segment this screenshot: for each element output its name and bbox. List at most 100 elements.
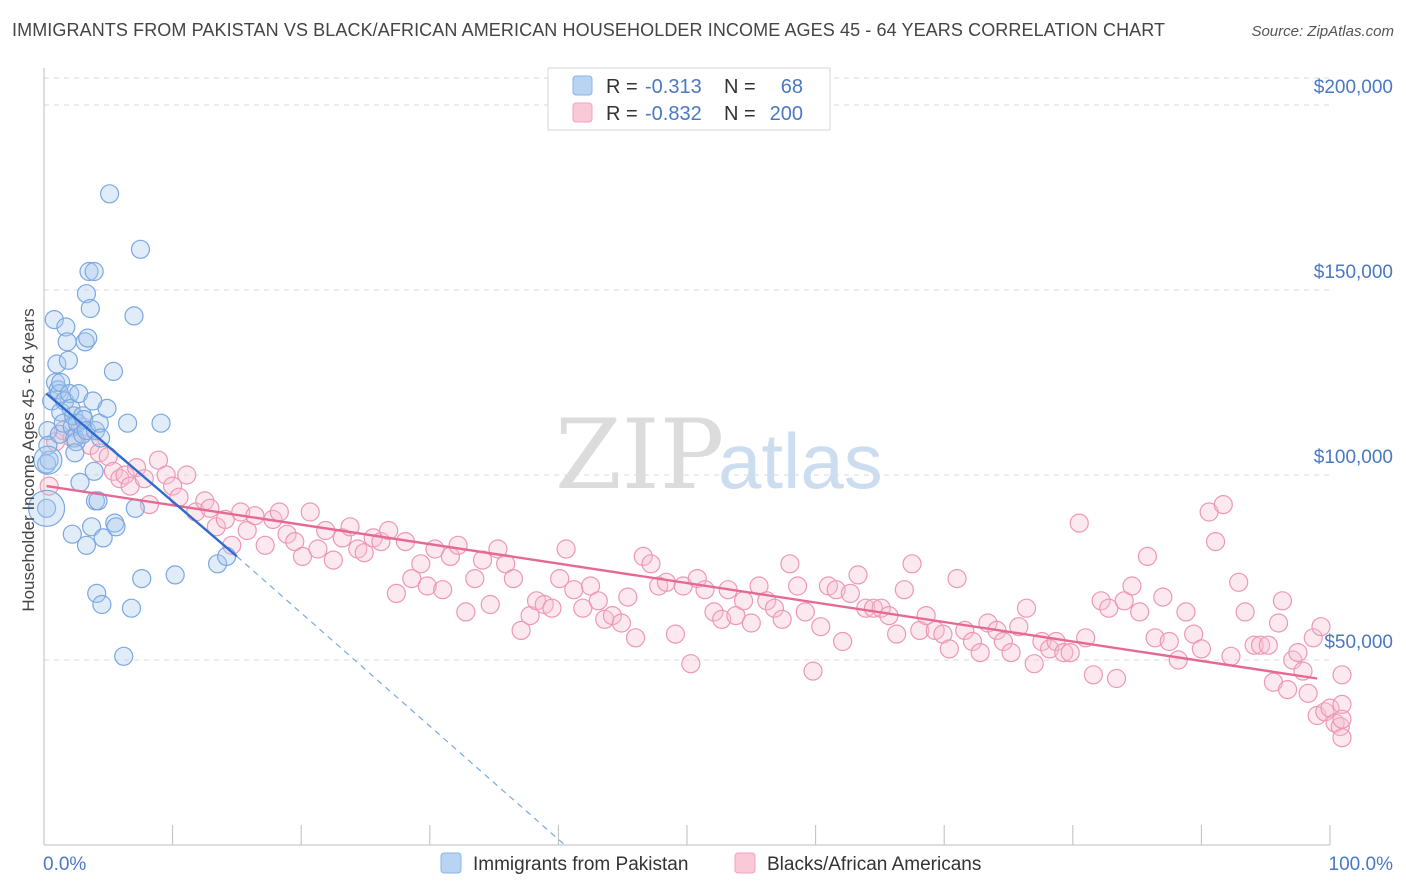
blacks-point (1040, 639, 1060, 659)
blacks-point (704, 602, 724, 622)
legend-r-label-2: R = (606, 103, 638, 125)
blacks-point (292, 546, 313, 567)
blacks-point (993, 631, 1013, 652)
blacks-point (573, 598, 593, 618)
blacks-point (255, 535, 275, 555)
blacks-point (103, 461, 124, 481)
blacks-point (764, 598, 785, 618)
blacks-point (1083, 665, 1103, 685)
blacks-point (1288, 642, 1308, 663)
blacks-point (1298, 683, 1318, 703)
pakistan-point (38, 421, 58, 441)
legend-r-value-1: -0.313 (645, 76, 702, 98)
blacks-point (386, 583, 406, 604)
pakistan-point (93, 528, 113, 548)
blacks-point (323, 550, 343, 570)
chart-title: IMMIGRANTS FROM PAKISTAN VS BLACK/AFRICA… (12, 20, 1166, 40)
blacks-point (1168, 650, 1188, 670)
y-tick-label: $100,000 (1314, 447, 1393, 468)
blacks-point (970, 642, 990, 663)
blacks-point (1130, 602, 1150, 622)
legend-r-label-1: R = (606, 76, 638, 98)
pakistan-point (88, 491, 108, 511)
pakistan-point (87, 583, 107, 604)
pakistan-point (106, 517, 126, 537)
blacks-point (503, 568, 523, 589)
blacks-point (1001, 642, 1021, 663)
blacks-point (1153, 587, 1173, 607)
blacks-point (780, 554, 800, 574)
bottom-legend-swatch-pakistan (440, 852, 462, 874)
blacks-point (1114, 591, 1134, 611)
blacks-point (1272, 591, 1293, 611)
blacks-point (1145, 628, 1165, 648)
bottom-legend-swatch-blacks (734, 852, 756, 874)
trend-lines (45, 392, 1318, 846)
blacks-point (456, 602, 476, 622)
blacks-point (411, 554, 431, 574)
blacks-point (1137, 546, 1157, 567)
pakistan-point (57, 332, 77, 352)
blacks-point (354, 543, 374, 563)
y-axis-label: Householder Income Ages 45 - 64 years (19, 308, 38, 611)
blacks-point (1184, 624, 1204, 644)
blacks-point (1122, 576, 1142, 596)
blacks-point (665, 624, 686, 644)
blacks-point (787, 576, 808, 596)
series-pakistan-points (27, 184, 237, 666)
blacks-point (1303, 628, 1323, 648)
bottom-legend-label-pakistan: Immigrants from Pakistan (473, 854, 688, 875)
pakistan-point (65, 443, 85, 463)
pakistan-point (76, 535, 97, 555)
blacks-point (1311, 617, 1331, 637)
blacks-point (177, 465, 197, 485)
blacks-point (1024, 654, 1044, 674)
y-tick-labels: $50,000 $100,000 $150,000 $200,000 (1314, 77, 1393, 653)
blacks-trend-line (46, 484, 1318, 680)
blacks-point (200, 498, 220, 518)
blacks-point (332, 528, 352, 548)
pakistan-point (103, 361, 124, 381)
blacks-point (625, 628, 646, 648)
blacks-point (803, 661, 823, 681)
pakistan-point-large (33, 445, 63, 475)
pakistan-point (84, 261, 104, 282)
x-tick-max: 100.0% (1329, 854, 1394, 875)
blacks-point (588, 591, 608, 611)
legend-n-value-2: 200 (770, 103, 803, 125)
blacks-point (126, 458, 147, 478)
pakistan-point (47, 354, 67, 374)
blacks-point (1091, 591, 1111, 611)
blacks-point (156, 465, 176, 485)
blacks-point (580, 576, 601, 596)
blacks-point (379, 520, 399, 541)
pakistan-point-large (27, 489, 66, 527)
blacks-point (110, 469, 130, 489)
pakistan-point (78, 328, 98, 348)
blacks-point (1205, 531, 1226, 552)
blacks-point (542, 598, 562, 618)
blacks-point (1332, 728, 1352, 748)
blacks-point (741, 613, 761, 633)
pakistan-point (36, 498, 57, 518)
blacks-point (480, 594, 500, 615)
blacks-point (300, 502, 320, 522)
blacks-point (277, 524, 297, 544)
pakistan-point (44, 310, 64, 330)
blacks-point (308, 539, 328, 559)
blacks-point (712, 609, 732, 629)
blacks-point (511, 620, 531, 641)
pakistan-point (121, 598, 142, 618)
blacks-point (641, 554, 661, 574)
blacks-point (611, 613, 632, 633)
y-tick-label: $150,000 (1314, 262, 1393, 283)
pakistan-point (92, 594, 112, 615)
pakistan-point (38, 435, 58, 455)
blacks-point (681, 654, 701, 674)
pakistan-point (58, 350, 79, 370)
blacks-point (550, 568, 570, 589)
blacks-point (163, 476, 183, 496)
y-tick-label: $50,000 (1324, 632, 1393, 653)
blacks-point (887, 624, 907, 644)
pakistan-point (125, 498, 145, 518)
